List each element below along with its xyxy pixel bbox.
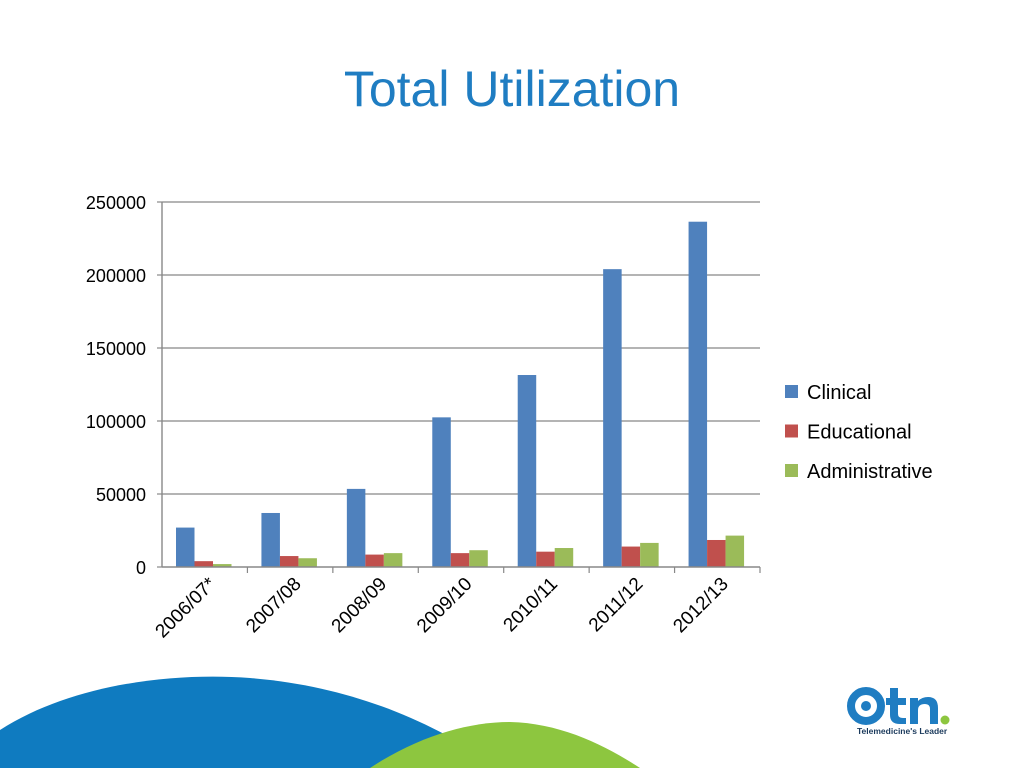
bars: [176, 221, 745, 567]
bar-educational-5: [621, 546, 641, 567]
y-tick-label: 100000: [86, 412, 146, 432]
otn-logo: [847, 687, 950, 725]
slide-title: Total Utilization: [343, 61, 681, 117]
bar-clinical-4: [517, 375, 537, 567]
bar-educational-6: [707, 539, 726, 567]
y-tick-label: 250000: [86, 193, 146, 213]
bar-clinical-1: [261, 512, 280, 567]
y-tick-label: 200000: [86, 266, 146, 286]
legend-label-administrative: Administrative: [807, 461, 933, 483]
legend-swatch-clinical: [785, 385, 798, 398]
legend-swatch-educational: [785, 424, 798, 438]
logo-tagline: Telemedicine's Leader: [857, 726, 948, 736]
bar-administrative-3: [469, 550, 488, 567]
bar-administrative-6: [725, 535, 745, 567]
bar-clinical-2: [346, 488, 366, 567]
bar-clinical-3: [432, 417, 451, 567]
y-tick-label: 0: [136, 558, 146, 578]
bar-educational-4: [536, 551, 555, 567]
blue-swoosh-shape: [0, 676, 500, 768]
grid-lines: [157, 201, 760, 568]
bar-educational-1: [279, 556, 299, 567]
legend-label-educational: Educational: [807, 422, 912, 444]
legend-label-clinical: Clinical: [807, 382, 871, 404]
legend-swatch-administrative: [785, 464, 798, 477]
bar-educational-3: [450, 553, 470, 567]
y-tick-label: 150000: [86, 339, 146, 359]
bar-administrative-5: [640, 542, 659, 567]
bar-educational-0: [194, 561, 213, 567]
y-tick-labels: 0 50000 100000 150000 200000 250000: [86, 193, 146, 578]
bar-clinical-0: [176, 527, 195, 567]
bar-administrative-1: [298, 558, 317, 567]
y-tick-label: 50000: [96, 485, 146, 505]
green-swoosh-shape: [370, 722, 640, 768]
axes: [161, 202, 761, 573]
legend: Clinical Educational Administrative: [785, 382, 933, 483]
bar-clinical-5: [603, 269, 622, 567]
bar-administrative-2: [383, 553, 403, 567]
bar-administrative-0: [213, 564, 232, 567]
bar-educational-2: [365, 554, 384, 567]
bar-clinical-6: [688, 221, 708, 567]
bar-administrative-4: [554, 548, 574, 567]
